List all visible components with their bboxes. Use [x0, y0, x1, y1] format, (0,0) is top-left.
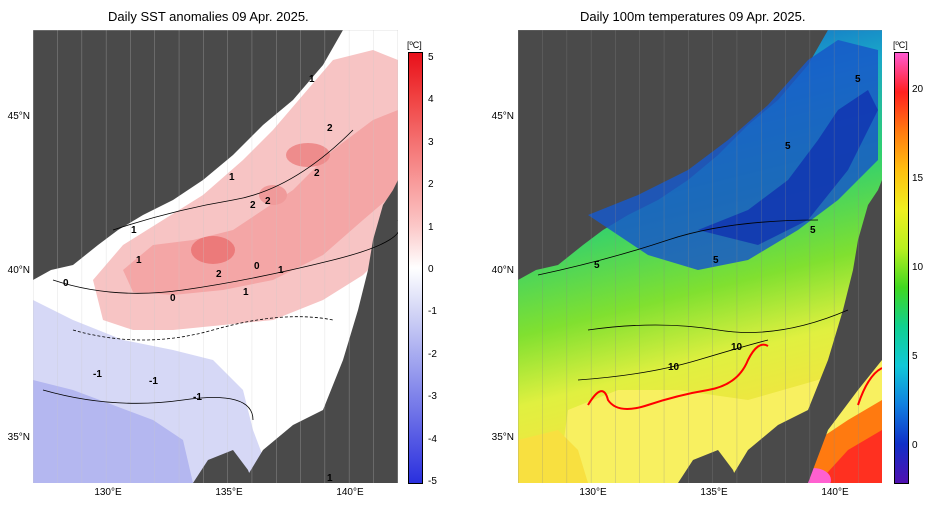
left-map-title: Daily SST anomalies 09 Apr. 2025.: [108, 9, 309, 24]
colorbar-tick-label: 3: [428, 136, 434, 148]
contour-label: 2: [250, 200, 256, 211]
kuroshio-front-line: [587, 343, 769, 410]
contour-label: 5: [713, 255, 719, 266]
lat-label: 45°N: [491, 111, 514, 122]
lon-label: 130°E: [94, 487, 122, 498]
contour-label: 2: [314, 168, 320, 179]
lon-label: 135°E: [700, 487, 728, 498]
contour-label: 1: [229, 172, 235, 183]
colorbar-tick-label: 4: [428, 94, 434, 106]
contour-label: -1: [93, 369, 102, 380]
contour-label: 1: [278, 265, 284, 276]
colorbar-tick-label: -3: [428, 391, 437, 403]
contour-label: 1: [327, 473, 333, 483]
contour-label: 0: [170, 293, 176, 304]
colorbar-tick-label: 15: [912, 173, 924, 184]
colorbar-tick-label: 10: [912, 262, 924, 273]
contour-label: 1: [136, 255, 142, 266]
lat-label: 35°N: [7, 432, 30, 443]
colorbar-tick-label: 20: [912, 84, 924, 95]
colorbar-tick-label: -2: [428, 348, 437, 360]
contour-label: -1: [149, 376, 158, 387]
lon-label: 140°E: [821, 487, 849, 498]
right-map-title: Daily 100m temperatures 09 Apr. 2025.: [580, 9, 806, 24]
contour-label: 2: [216, 269, 222, 280]
right-100m-temperature-map: 5 5 5 5 5 10 10: [518, 30, 882, 483]
lat-label: 45°N: [7, 111, 30, 122]
lat-label: 40°N: [7, 265, 30, 276]
colorbar-tick-label: -1: [428, 306, 437, 318]
colorbar-tick-label: -4: [428, 433, 437, 445]
lon-label: 130°E: [579, 487, 607, 498]
colorbar-tick-label: -5: [428, 476, 437, 487]
left-colorbar: [408, 52, 423, 484]
lon-label: 135°E: [215, 487, 243, 498]
contour-label: 2: [327, 123, 333, 134]
colorbar-tick-label: 5: [912, 351, 918, 362]
contour-label: 5: [785, 141, 791, 152]
contour-label: 0: [63, 278, 69, 289]
contour-label: 2: [265, 196, 271, 207]
contour-label: 5: [594, 260, 600, 271]
colorbar-tick-label: 0: [428, 264, 434, 275]
contour-label: 1: [309, 74, 315, 85]
contour-label: -1: [193, 392, 202, 403]
contour-label: 5: [855, 74, 861, 85]
colorbar-unit: [ºC]: [893, 40, 908, 50]
contour-label: 10: [668, 362, 680, 373]
colorbar-tick-label: 5: [428, 52, 434, 63]
contour-label: 10: [731, 342, 743, 353]
left-sst-anomaly-map: 1 2 2 1 2 2 1 1 2 0 1 0 1 0 -1 -1 -1 1: [33, 30, 398, 483]
colorbar-unit: [ºC]: [407, 40, 422, 50]
contour-label: 0: [254, 261, 260, 272]
colorbar-tick-label: 1: [428, 221, 434, 233]
contour-label: 1: [243, 287, 249, 298]
colorbar-tick-label: 0: [912, 440, 918, 451]
lat-label: 40°N: [491, 265, 514, 276]
lon-label: 140°E: [336, 487, 364, 498]
contour-label: 5: [810, 225, 816, 236]
colorbar-tick-label: 2: [428, 179, 434, 191]
lat-label: 35°N: [491, 432, 514, 443]
right-colorbar: [894, 52, 909, 484]
contour-label: 1: [131, 225, 137, 236]
